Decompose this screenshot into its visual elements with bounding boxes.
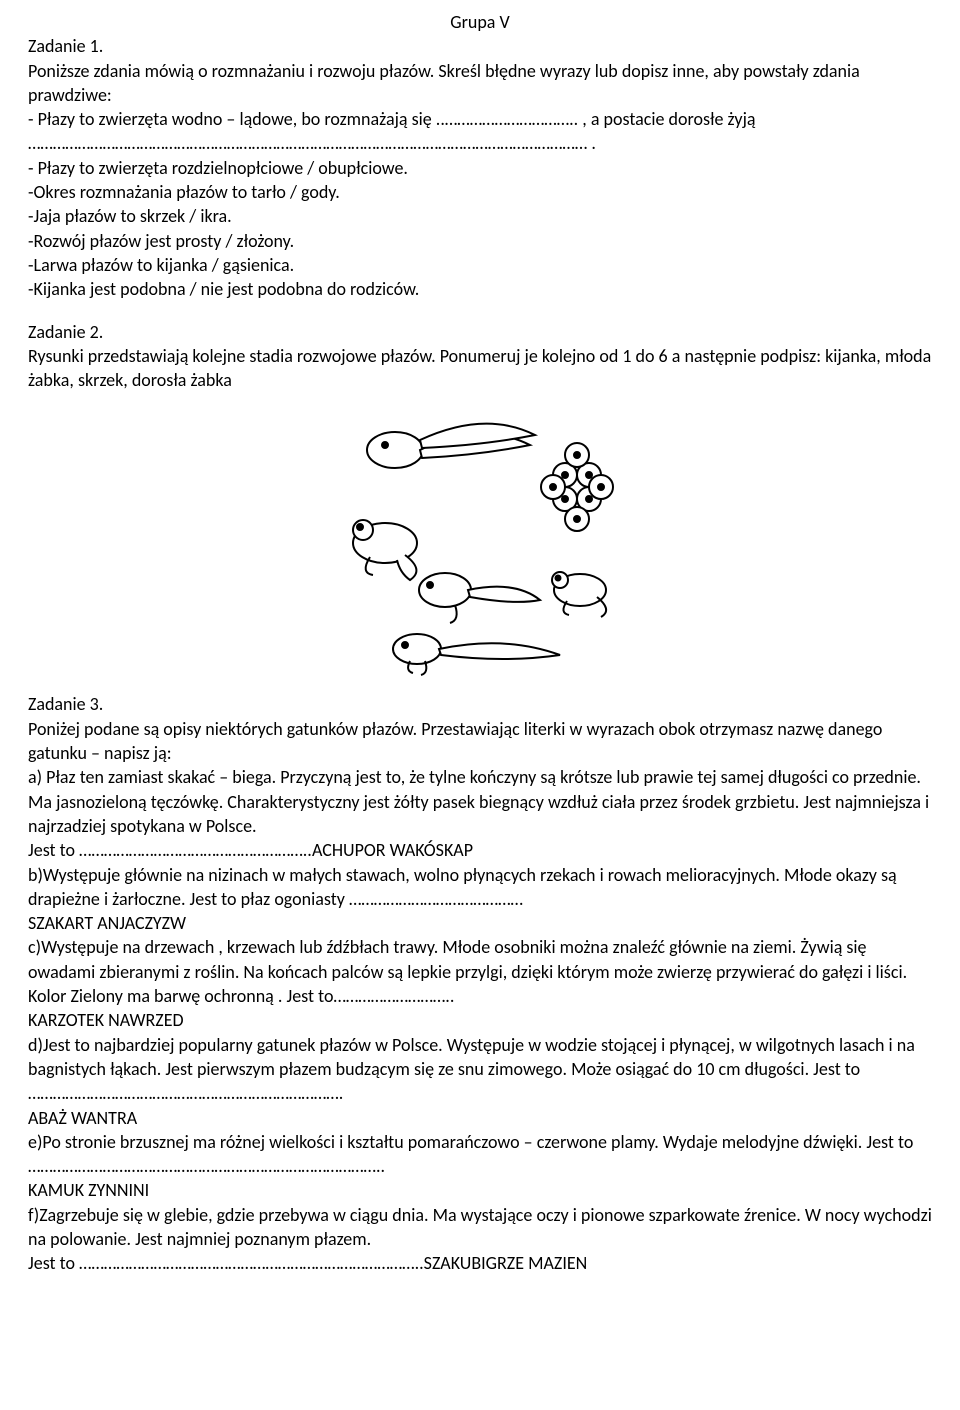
task1-heading: Zadanie 1. (28, 34, 932, 58)
task3-f: f)Zagrzebuje się w glebie, gdzie przebyw… (28, 1203, 932, 1252)
task1-line6: -Larwa płazów to kijanka / gąsienica. (28, 253, 932, 277)
task3-e: e)Po stronie brzusznej ma różnej wielkoś… (28, 1130, 932, 1179)
task2-heading: Zadanie 2. (28, 320, 932, 344)
task1-line7: -Kijanka jest podobna / nie jest podobna… (28, 277, 932, 301)
task3-c-answer: KARZOTEK NAWRZED (28, 1008, 932, 1032)
task3-f-answer: Jest to ………………………………………………………………………..SZA… (28, 1251, 932, 1275)
task1-line5: -Rozwój płazów jest prosty / złożony. (28, 229, 932, 253)
task3-intro: Poniżej podane są opisy niektórych gatun… (28, 717, 932, 766)
task3-a: a) Płaz ten zamiast skakać – biega. Przy… (28, 765, 932, 838)
task1-line4: -Jaja płazów to skrzek / ikra. (28, 204, 932, 228)
frog-stages-illustration (300, 400, 660, 680)
task1-line2: - Płazy to zwierzęta rozdzielnopłciowe /… (28, 156, 932, 180)
task2-text: Rysunki przedstawiają kolejne stadia roz… (28, 344, 932, 393)
task3-b-answer: SZAKART ANJACZYZW (28, 911, 932, 935)
task3-d-answer: ABAŻ WANTRA (28, 1106, 932, 1130)
task3-e-answer: KAMUK ZYNNINI (28, 1178, 932, 1202)
task1-line3: -Okres rozmnażania płazów to tarło / god… (28, 180, 932, 204)
task1-intro: Poniższe zdania mówią o rozmnażaniu i ro… (28, 59, 932, 108)
task3-a-answer: Jest to ………………………………………………..ACHUPOR WAKÓ… (28, 838, 932, 862)
group-title: Grupa V (28, 10, 932, 34)
task3-b: b)Występuje głównie na nizinach w małych… (28, 863, 932, 912)
task3-c: c)Występuje na drzewach , krzewach lub ź… (28, 935, 932, 1008)
task3-d: d)Jest to najbardziej popularny gatunek … (28, 1033, 932, 1106)
task1-line1: - Płazy to zwierzęta wodno – lądowe, bo … (28, 107, 932, 156)
task3-heading: Zadanie 3. (28, 692, 932, 716)
